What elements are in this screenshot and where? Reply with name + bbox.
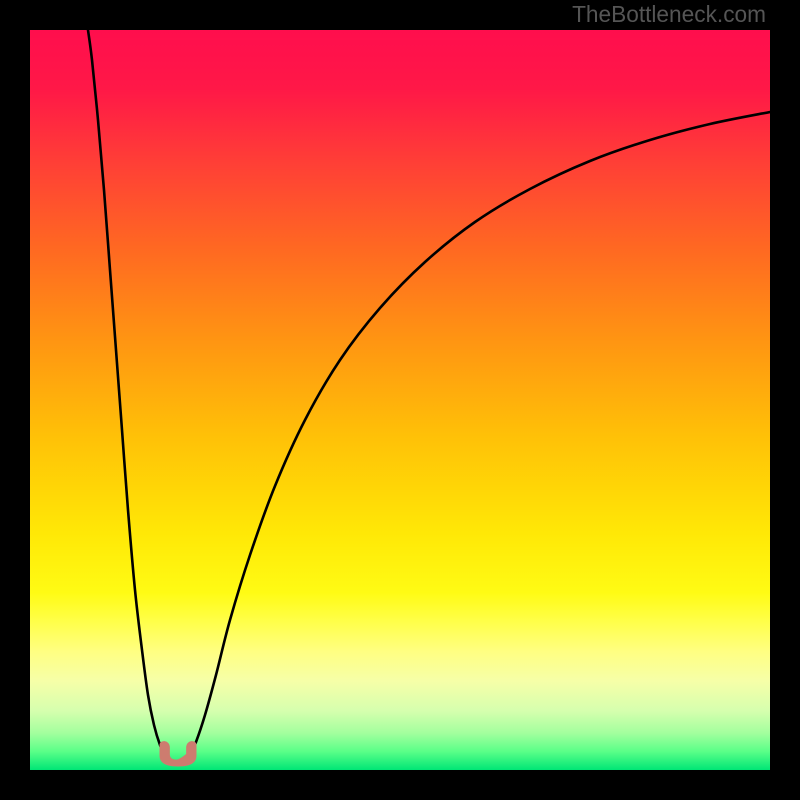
chart-svg — [0, 0, 800, 800]
chart-frame: TheBottleneck.com — [0, 0, 800, 800]
border-bottom — [0, 770, 800, 800]
gradient-background — [30, 30, 770, 770]
border-top — [0, 0, 800, 30]
border-right — [770, 0, 800, 800]
border-left — [0, 0, 30, 800]
